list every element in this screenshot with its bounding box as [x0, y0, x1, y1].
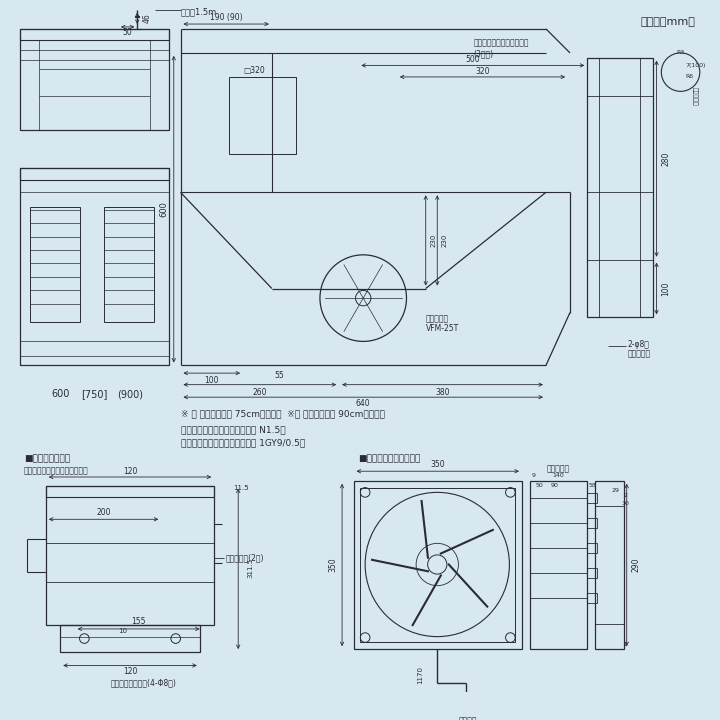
Text: 600: 600 [51, 390, 70, 400]
Bar [104, 207, 153, 322]
Text: 2: 2 [624, 642, 628, 647]
Bar [228, 77, 296, 154]
Bar [20, 29, 169, 130]
Text: 200: 200 [96, 508, 111, 517]
Text: (3カ所): (3カ所) [474, 50, 494, 58]
Text: 同梱換気扇: 同梱換気扇 [426, 315, 449, 324]
Text: 11.5: 11.5 [233, 485, 249, 490]
Text: 取付ボルト: 取付ボルト [547, 465, 570, 474]
Text: ■取付寸法詳細図: ■取付寸法詳細図 [24, 454, 70, 463]
Text: 290: 290 [632, 557, 641, 572]
Text: 120: 120 [123, 467, 138, 476]
Text: 2: 2 [624, 492, 628, 498]
Bar [588, 58, 653, 318]
Text: 600: 600 [160, 201, 168, 217]
Text: 100: 100 [662, 282, 670, 296]
Bar [588, 544, 597, 553]
Text: 7(100): 7(100) [685, 63, 706, 68]
Text: ※ ［ ］内の寸法は 75cm巾タイプ  ※（ ）内の寸法は 90cm巾タイプ: ※ ［ ］内の寸法は 75cm巾タイプ ※（ ）内の寸法は 90cm巾タイプ [181, 409, 384, 418]
Bar [588, 568, 597, 578]
Text: 50: 50 [122, 28, 132, 37]
Text: 90: 90 [551, 483, 559, 488]
Text: [750]: [750] [81, 390, 107, 400]
Text: 260: 260 [253, 388, 267, 397]
Bar [46, 486, 214, 625]
Text: 320: 320 [475, 67, 490, 76]
Text: （単位：mm）: （単位：mm） [640, 17, 695, 27]
Text: R3: R3 [677, 50, 685, 55]
Bar [360, 487, 516, 642]
Bar [588, 518, 597, 528]
Bar [588, 593, 597, 603]
Text: コネクタ: コネクタ [459, 716, 477, 720]
Text: 10: 10 [118, 628, 127, 634]
Text: 140: 140 [552, 472, 564, 477]
Text: □320: □320 [243, 66, 265, 75]
Text: 190 (90): 190 (90) [210, 13, 243, 22]
Text: 換気扇取付用ハーフカット: 換気扇取付用ハーフカット [474, 39, 529, 48]
Bar [20, 168, 169, 366]
Bar [20, 29, 169, 40]
Bar [530, 481, 588, 649]
Text: ■同梱換気扇（不燃形）: ■同梱換気扇（不燃形） [359, 454, 420, 463]
Text: 350: 350 [328, 557, 337, 572]
Text: 機外長1.5m: 機外長1.5m [181, 8, 217, 17]
Text: 1170: 1170 [417, 666, 423, 684]
Text: 本体引掛用: 本体引掛用 [692, 87, 698, 106]
Text: 640: 640 [356, 400, 371, 408]
Text: VFM-25T: VFM-25T [426, 325, 459, 333]
Text: 58: 58 [588, 483, 596, 488]
Text: 2-φ8穴: 2-φ8穴 [628, 340, 649, 348]
Text: 380: 380 [436, 388, 450, 397]
Text: 230: 230 [442, 234, 448, 247]
Text: 100: 100 [204, 377, 219, 385]
Bar [588, 493, 597, 503]
Text: 50: 50 [536, 483, 543, 488]
Bar [20, 168, 169, 180]
Text: 120: 120 [123, 667, 138, 676]
Text: 取付ボルト(2本): 取付ボルト(2本) [225, 553, 264, 562]
Text: 埋込ボルト取付用(4-Φ8穴): 埋込ボルト取付用(4-Φ8穴) [111, 678, 177, 688]
Text: ホワイト塗装（マンセル 1GY9/0.5）: ホワイト塗装（マンセル 1GY9/0.5） [181, 438, 305, 447]
Text: R6: R6 [685, 74, 693, 79]
Text: 280: 280 [662, 151, 670, 166]
Bar [60, 625, 199, 652]
Text: 46: 46 [143, 14, 151, 23]
Bar [354, 481, 522, 649]
Text: 55: 55 [275, 371, 284, 379]
Text: 311.5: 311.5 [248, 558, 253, 578]
Text: 350: 350 [431, 460, 445, 469]
Bar [30, 207, 79, 322]
Bar [456, 702, 480, 714]
Text: 230: 230 [431, 234, 436, 247]
Text: 本体固定用: 本体固定用 [628, 349, 651, 359]
Bar [46, 486, 214, 498]
Text: (900): (900) [117, 390, 143, 400]
Text: 500: 500 [466, 55, 480, 64]
Text: 色調：ブラック塗装（マンセル N1.5）: 色調：ブラック塗装（マンセル N1.5） [181, 426, 285, 434]
Text: 155: 155 [132, 617, 146, 626]
Bar [595, 481, 624, 649]
Text: （化粧枠を外した状態を示す）: （化粧枠を外した状態を示す） [24, 467, 89, 476]
Text: 9: 9 [531, 472, 536, 477]
Text: 30: 30 [622, 501, 630, 506]
Text: 29: 29 [611, 488, 619, 493]
